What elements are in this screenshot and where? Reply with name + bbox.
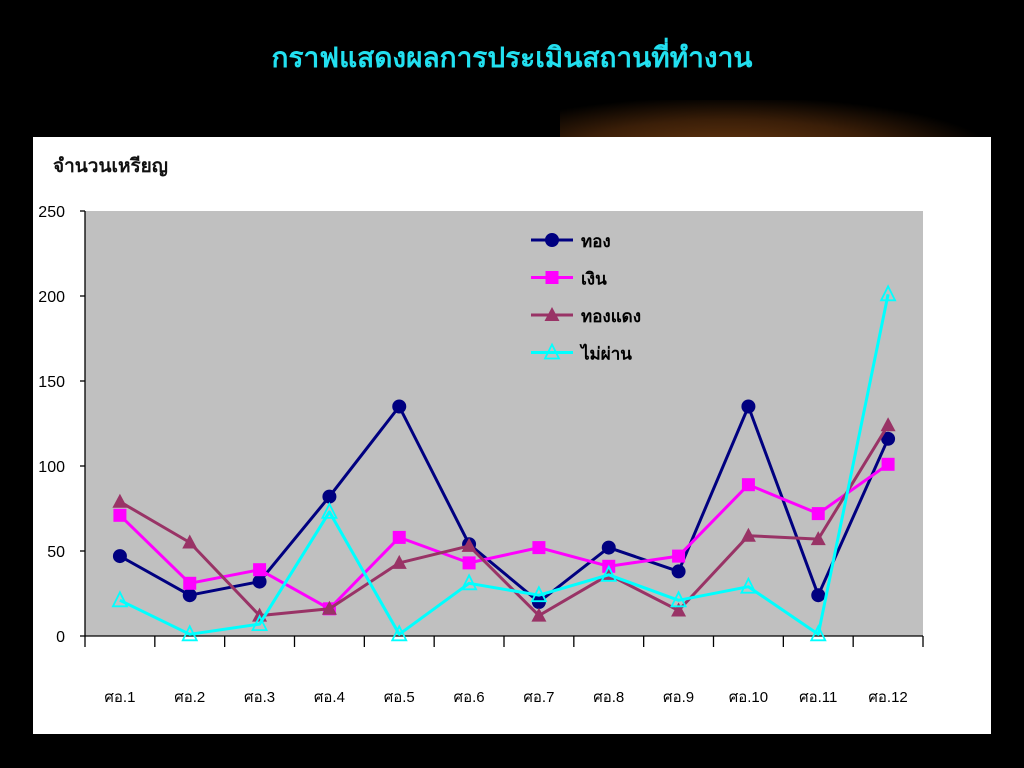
legend-label: เงิน (581, 270, 607, 290)
data-point (809, 624, 827, 642)
data-point (879, 284, 897, 302)
data-point (112, 549, 127, 564)
x-tick-label: ศอ.5 (384, 689, 415, 706)
data-point (600, 564, 618, 582)
y-axis: 0 50 100 150 200 250 (38, 204, 86, 646)
data-point (112, 493, 128, 508)
data-point (391, 554, 407, 569)
data-point (739, 576, 757, 594)
legend-item: ทองแดง (531, 307, 641, 327)
data-point (811, 507, 825, 521)
legend-label: ทองแดง (581, 307, 641, 327)
data-point (741, 478, 755, 492)
data-point (462, 556, 476, 570)
data-point (880, 417, 896, 432)
x-tick-label: ศอ.7 (523, 689, 554, 706)
data-point (252, 574, 267, 589)
series-2 (113, 457, 895, 616)
data-point (182, 534, 198, 549)
y-tick-label: 0 (56, 629, 65, 646)
data-point (461, 537, 477, 552)
series-4 (111, 284, 897, 642)
data-point (671, 564, 686, 579)
legend-marker (545, 271, 559, 284)
data-point (460, 573, 478, 591)
data-point (392, 530, 406, 544)
y-tick-label: 250 (38, 204, 65, 221)
data-point (811, 588, 826, 603)
series-line (119, 424, 890, 618)
y-tick-label: 150 (38, 374, 65, 391)
x-axis: ศอ.1 ศอ.2 ศอ.3 ศอ.4 ศอ.5 ศอ.6 ศอ.7 ศอ.8 ศอ.9 ศอ.1… (84, 635, 924, 706)
legend-label: ไม่ผ่าน (579, 344, 632, 365)
data-point (182, 588, 197, 603)
data-point (671, 602, 687, 617)
x-tick-label: ศอ.4 (314, 689, 345, 706)
y-axis-title: จำนวนเหรียญ (53, 155, 168, 177)
series-line (119, 293, 890, 636)
x-tick-label: ศอ.11 (799, 689, 837, 706)
y-tick-label: 200 (38, 289, 65, 306)
data-point (670, 590, 688, 608)
y-tick-label: 50 (47, 544, 65, 561)
x-tick-label: ศอ.9 (663, 689, 694, 706)
legend-marker (545, 233, 559, 247)
legend-marker (543, 342, 561, 360)
legend-item: ทอง (531, 232, 611, 252)
data-point (810, 531, 826, 546)
line-chart: 0 50 100 150 200 250 ศอ.1 ศอ.2 ศอ.3 ศอ.4 ศอ.5 ศอ.6… (38, 204, 924, 706)
x-tick-label: ศอ.2 (174, 689, 205, 706)
slide-title: กราฟแสดงผลการประเมินสถานที่ทำงาน (271, 41, 753, 74)
data-point (601, 540, 616, 555)
legend-item: เงิน (531, 270, 607, 290)
data-point (881, 431, 896, 446)
data-point (530, 585, 548, 603)
data-point (740, 527, 756, 542)
data-point (881, 457, 895, 471)
x-tick-label: ศอ.10 (729, 689, 768, 706)
series-line (118, 463, 889, 611)
series-layer (111, 284, 897, 642)
plot-area (85, 211, 923, 636)
data-point (183, 576, 197, 590)
data-point (181, 624, 199, 642)
data-point (320, 501, 338, 519)
series-line (119, 405, 890, 604)
data-point (532, 541, 546, 555)
data-point (111, 590, 129, 608)
data-point (251, 614, 269, 632)
y-tick-label: 100 (38, 459, 65, 476)
x-tick-label: ศอ.12 (868, 689, 907, 706)
data-point (390, 624, 408, 642)
chart-panel: จำนวนเหรียญ 0 50 100 150 200 250 ศอ.1 ศอ.2 ศอ.3… (33, 137, 991, 734)
data-point (321, 600, 337, 615)
legend-marker (544, 307, 560, 321)
legend-item: ไม่ผ่าน (531, 342, 632, 365)
x-tick-label: ศอ.3 (244, 689, 275, 706)
x-tick-label: ศอ.8 (593, 689, 624, 706)
data-point (531, 607, 547, 622)
x-tick-label: ศอ.6 (454, 689, 485, 706)
legend-label: ทอง (581, 232, 611, 252)
x-tick-label: ศอ.1 (104, 689, 135, 706)
data-point (113, 508, 127, 522)
data-point (392, 399, 407, 414)
data-point (741, 399, 756, 414)
data-point (322, 489, 337, 504)
data-point (253, 563, 267, 577)
data-point (672, 549, 686, 563)
